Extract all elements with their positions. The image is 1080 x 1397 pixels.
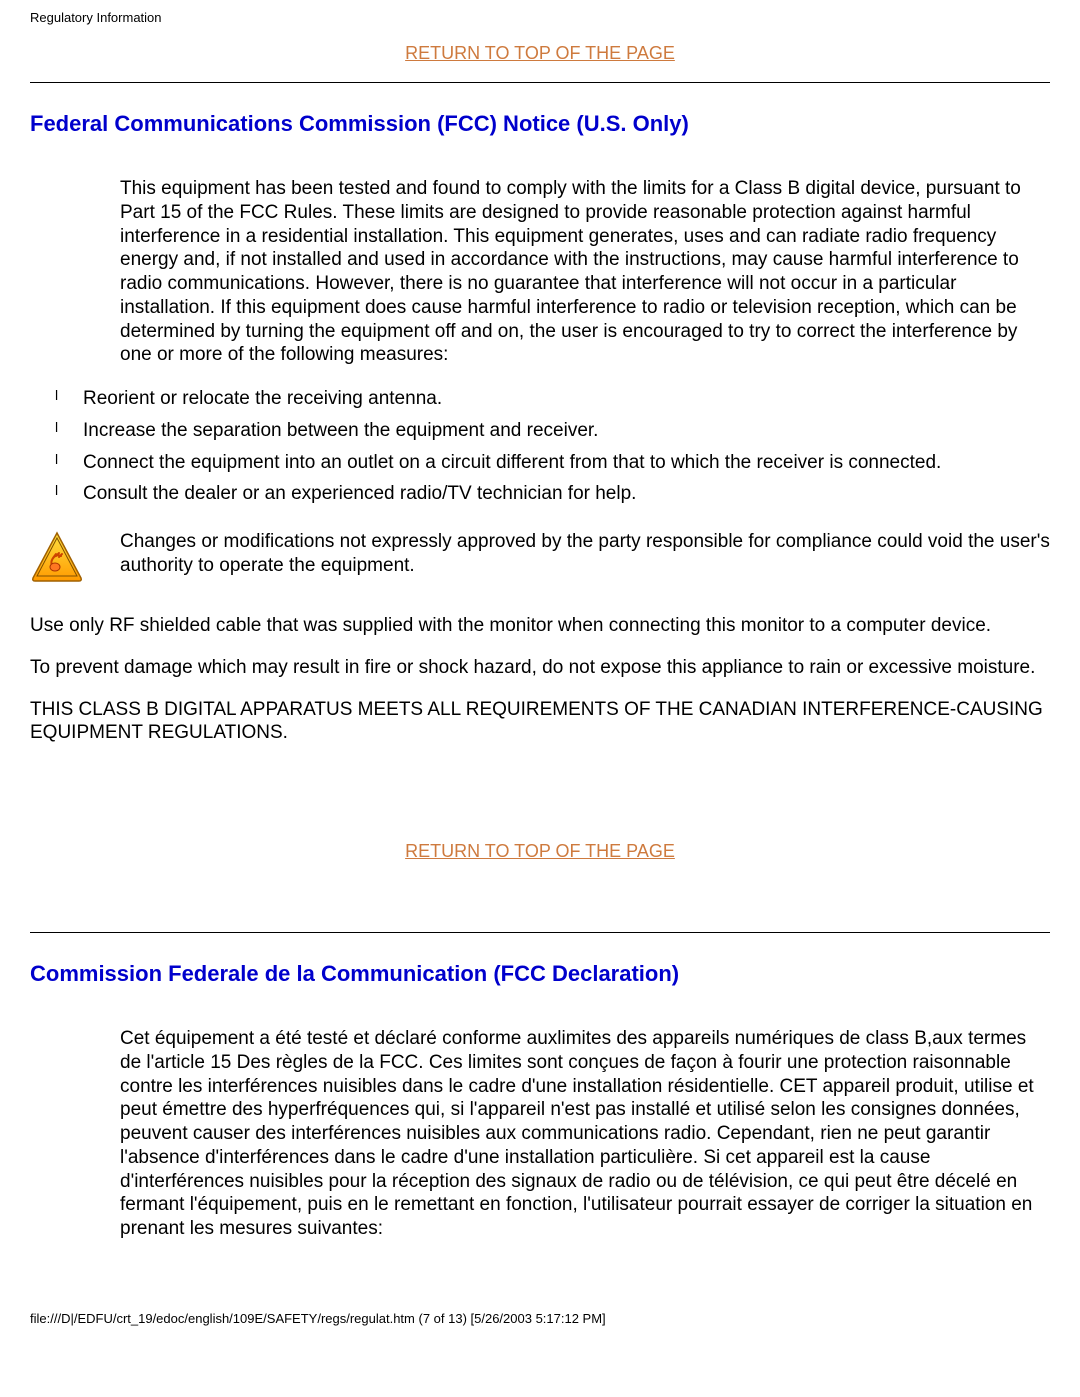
warning-icon (30, 530, 84, 584)
canadian-regulations-text: THIS CLASS B DIGITAL APPARATUS MEETS ALL… (0, 698, 1080, 746)
return-link-mid: RETURN TO TOP OF THE PAGE (0, 841, 1080, 862)
divider (30, 932, 1050, 933)
return-link-top: RETURN TO TOP OF THE PAGE (0, 43, 1080, 64)
rf-shielded-text: Use only RF shielded cable that was supp… (0, 614, 1080, 638)
list-item: Reorient or relocate the receiving anten… (55, 387, 1050, 411)
list-item: Consult the dealer or an experienced rad… (55, 482, 1050, 506)
fcc-declaration-heading: Commission Federale de la Communication … (0, 961, 1080, 987)
header-title: Regulatory Information (30, 10, 162, 25)
fcc-declaration-intro: Cet équipement a été testé et déclaré co… (0, 1027, 1080, 1241)
fcc-notice-heading: Federal Communications Commission (FCC) … (0, 111, 1080, 137)
warning-container: Changes or modifications not expressly a… (0, 530, 1080, 584)
moisture-warning-text: To prevent damage which may result in fi… (0, 656, 1080, 680)
fcc-intro-text: This equipment has been tested and found… (0, 177, 1080, 367)
page-footer: file:///D|/EDFU/crt_19/edoc/english/109E… (0, 1291, 1080, 1338)
return-to-top-link[interactable]: RETURN TO TOP OF THE PAGE (405, 841, 675, 861)
footer-path: file:///D|/EDFU/crt_19/edoc/english/109E… (30, 1311, 606, 1326)
page-header: Regulatory Information (0, 0, 1080, 25)
divider (30, 82, 1050, 83)
warning-text: Changes or modifications not expressly a… (120, 530, 1050, 578)
measures-list: Reorient or relocate the receiving anten… (0, 387, 1080, 506)
list-item: Increase the separation between the equi… (55, 419, 1050, 443)
list-item: Connect the equipment into an outlet on … (55, 451, 1050, 475)
return-to-top-link[interactable]: RETURN TO TOP OF THE PAGE (405, 43, 675, 63)
